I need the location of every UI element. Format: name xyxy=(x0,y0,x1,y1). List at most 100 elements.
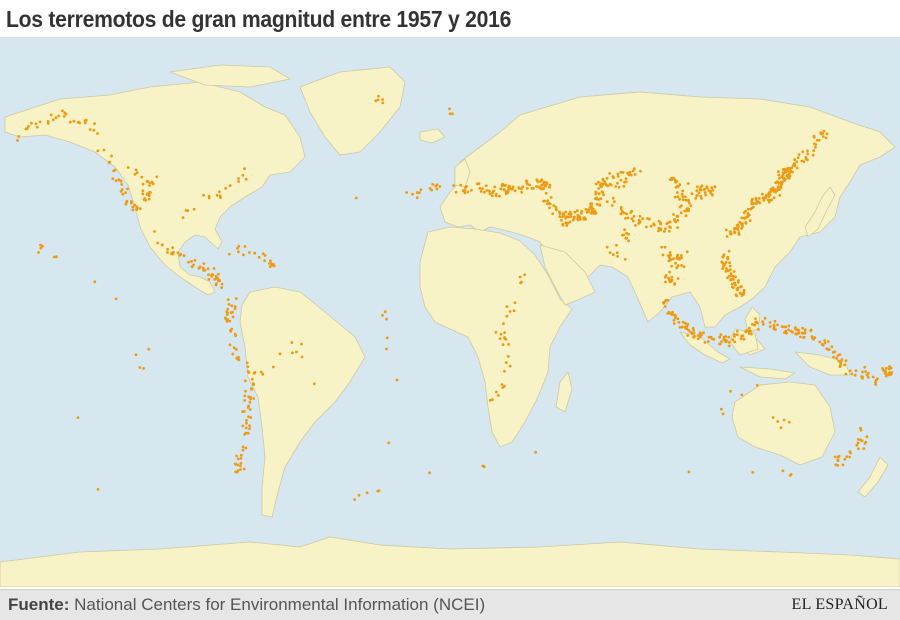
earthquake-point xyxy=(243,399,247,402)
earthquake-point xyxy=(761,323,765,326)
earthquake-point xyxy=(523,273,526,277)
earthquake-point xyxy=(381,101,385,105)
earthquake-point xyxy=(278,352,282,356)
earthquake-point xyxy=(110,154,113,158)
earthquake-point xyxy=(663,245,667,249)
earthquake-point xyxy=(699,194,703,198)
source-line: Fuente: National Centers for Environment… xyxy=(8,590,485,620)
earthquake-point xyxy=(249,416,253,419)
earthquake-point xyxy=(625,212,629,216)
earthquake-point xyxy=(84,118,88,122)
earthquake-point xyxy=(782,418,786,422)
earthquake-point xyxy=(728,261,731,264)
footer-bar: Fuente: National Centers for Environment… xyxy=(0,589,900,620)
earthquake-point xyxy=(461,189,465,193)
earthquake-point xyxy=(617,185,621,189)
earthquake-point xyxy=(748,219,752,223)
earthquake-point xyxy=(727,249,731,253)
earthquake-point xyxy=(811,153,815,157)
earthquake-point xyxy=(728,264,732,268)
earthquake-point xyxy=(133,172,137,176)
earthquake-point xyxy=(663,300,667,303)
earthquake-point xyxy=(700,197,703,200)
earthquake-point xyxy=(826,340,830,343)
earthquake-point xyxy=(781,176,785,180)
earthquake-point xyxy=(667,254,670,257)
earthquake-point xyxy=(676,184,680,188)
earthquake-point xyxy=(800,331,804,335)
earthquake-point xyxy=(466,190,470,194)
earthquake-point xyxy=(725,267,728,270)
earthquake-point xyxy=(749,329,752,333)
earthquake-point xyxy=(124,191,127,195)
earthquake-point xyxy=(261,372,265,376)
earthquake-point xyxy=(649,224,653,228)
earthquake-point xyxy=(703,341,707,344)
earthquake-point xyxy=(676,218,680,222)
earthquake-point xyxy=(176,251,180,255)
earthquake-point xyxy=(156,241,160,245)
land-north-america xyxy=(4,81,306,296)
earthquake-point xyxy=(244,389,247,393)
earthquake-point xyxy=(740,216,744,220)
earthquake-point xyxy=(776,187,780,191)
earthquake-point xyxy=(683,209,687,213)
earthquake-point xyxy=(740,222,744,226)
earthquake-point xyxy=(818,340,822,344)
earthquake-point xyxy=(794,328,798,331)
earthquake-point xyxy=(884,374,888,378)
earthquake-point xyxy=(729,278,732,282)
earthquake-point xyxy=(601,178,605,182)
earthquake-point xyxy=(799,335,802,339)
earthquake-point xyxy=(707,335,711,339)
earthquake-point xyxy=(695,189,699,193)
earthquake-point xyxy=(243,410,246,413)
earthquake-point xyxy=(448,107,451,111)
earthquake-point xyxy=(772,196,776,200)
earthquake-point xyxy=(845,455,849,458)
earthquake-point xyxy=(736,228,740,232)
earthquake-point xyxy=(883,371,887,375)
earthquake-point xyxy=(250,377,254,381)
earthquake-point xyxy=(751,471,755,474)
earthquake-point xyxy=(659,221,662,225)
earthquake-point xyxy=(611,253,615,257)
earthquake-point xyxy=(779,426,783,430)
earthquake-point xyxy=(784,325,788,329)
land-madagascar xyxy=(555,371,573,413)
earthquake-point xyxy=(96,149,100,153)
earthquake-point xyxy=(724,270,728,273)
earthquake-point xyxy=(485,189,489,192)
earthquake-point xyxy=(88,128,92,131)
earthquake-point xyxy=(857,447,860,450)
earthquake-point xyxy=(492,189,495,193)
earthquake-point xyxy=(564,215,568,219)
earthquake-point xyxy=(488,398,492,402)
earthquake-point xyxy=(270,262,273,266)
earthquake-point xyxy=(681,198,685,202)
earthquake-point xyxy=(821,343,825,347)
earthquake-point xyxy=(673,178,677,182)
earthquake-point xyxy=(734,275,737,279)
earthquake-point xyxy=(202,268,206,272)
earthquake-point xyxy=(245,418,248,422)
earthquake-point xyxy=(605,245,609,249)
earthquake-point xyxy=(381,314,384,317)
earthquake-point xyxy=(55,255,58,259)
earthquake-point xyxy=(622,184,626,188)
earthquake-point xyxy=(257,255,261,259)
earthquake-point xyxy=(723,262,727,266)
earthquake-point xyxy=(193,258,197,262)
earthquake-point xyxy=(727,344,731,348)
world-map-svg xyxy=(0,37,900,587)
earthquake-point xyxy=(843,457,847,461)
earthquake-point xyxy=(560,218,563,222)
earthquake-point xyxy=(687,198,690,202)
earthquake-point xyxy=(702,188,706,192)
earthquake-point xyxy=(239,453,243,457)
earthquake-point xyxy=(605,183,608,187)
earthquake-point xyxy=(573,215,576,219)
earthquake-point xyxy=(681,189,685,193)
earthquake-point xyxy=(802,336,805,339)
earthquake-point xyxy=(612,200,616,204)
